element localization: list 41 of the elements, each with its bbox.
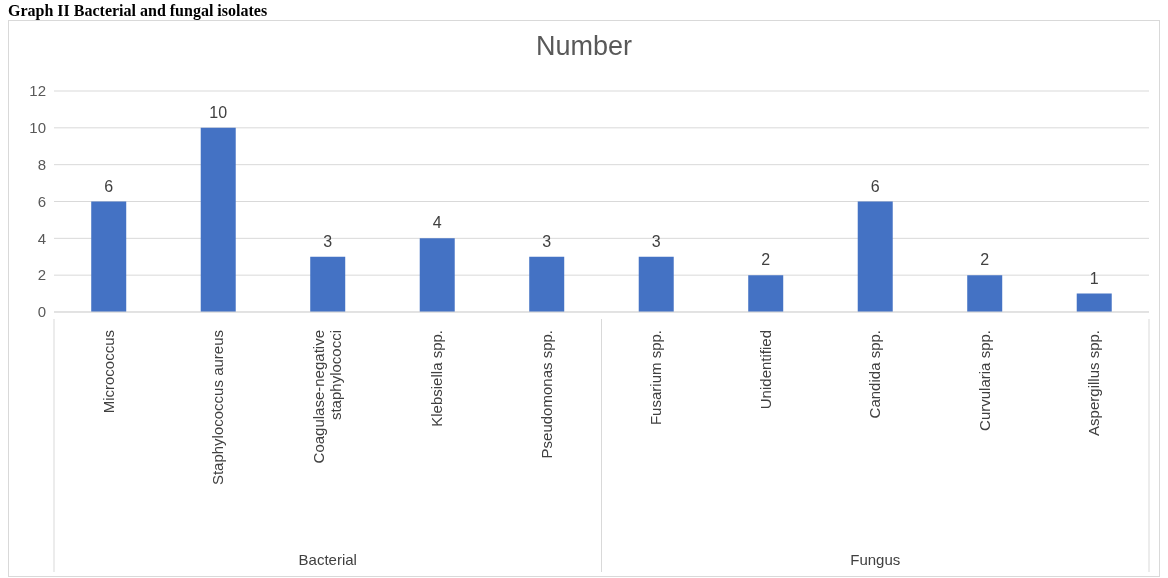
x-tick-label: Coagulase-negative staphylococci — [310, 330, 345, 464]
x-tick-label: Candida spp. — [866, 330, 884, 419]
text: Fungus — [850, 551, 901, 568]
data-label: 2 — [980, 251, 990, 269]
bar — [200, 127, 236, 312]
x-tick-label: Staphylococcus aureus — [209, 330, 227, 486]
bar — [91, 201, 127, 312]
chart-subtitle: Number — [535, 30, 633, 63]
x-tick-label: Fusarium spp. — [647, 330, 665, 426]
text: Bacterial — [298, 551, 357, 568]
bar — [967, 275, 1003, 312]
data-label: 2 — [761, 251, 771, 269]
data-label: 6 — [104, 177, 114, 195]
y-tick-label: 0 — [37, 303, 46, 321]
data-label: 1 — [1089, 269, 1099, 287]
x-tick-label: Pseudomonas spp. — [537, 330, 555, 459]
bar — [1076, 293, 1112, 312]
data-label: 6 — [870, 177, 880, 195]
bar — [857, 201, 893, 312]
y-tick-label: 6 — [37, 192, 46, 210]
data-label: 10 — [209, 103, 228, 121]
x-tick-label: Micrococcus — [99, 330, 117, 414]
data-label: 3 — [323, 232, 333, 250]
data-label: 4 — [432, 214, 442, 232]
bar — [638, 256, 674, 312]
bar — [748, 275, 784, 312]
x-tick-label: Curvularia spp. — [975, 330, 993, 431]
x-tick-label: Unidentified — [756, 330, 774, 410]
y-tick-label: 4 — [37, 229, 46, 247]
data-label: 3 — [651, 232, 661, 250]
y-tick-label: 12 — [29, 82, 46, 100]
y-tick-label: 2 — [37, 266, 46, 284]
chart-title: Graph II Bacterial and fungal isolates — [8, 2, 269, 20]
bar — [419, 238, 455, 312]
y-tick-label: 10 — [29, 119, 46, 137]
data-label: 3 — [542, 232, 552, 250]
bar — [310, 256, 346, 312]
x-tick-label: Aspergillus spp. — [1085, 330, 1103, 436]
y-tick-label: 8 — [37, 155, 46, 173]
bar — [529, 256, 565, 312]
x-tick-label: Klebsiella spp. — [428, 330, 446, 427]
